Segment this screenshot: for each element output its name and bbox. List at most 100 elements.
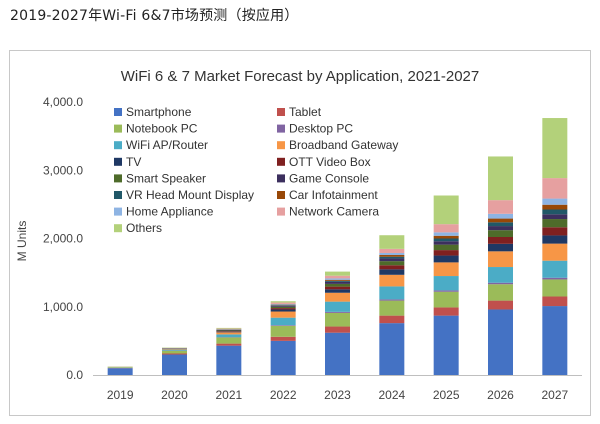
- bar-segment: [325, 271, 350, 276]
- legend-swatch: [114, 191, 122, 199]
- legend-swatch: [114, 224, 122, 233]
- bar-segment: [433, 291, 459, 308]
- bar-segment: [433, 255, 459, 263]
- legend-swatch: [277, 108, 285, 116]
- y-tick-label: 4,000.0: [43, 95, 83, 109]
- x-tick-label: 2024: [378, 388, 405, 402]
- bar-segment: [216, 343, 242, 346]
- bar-segment: [433, 241, 459, 245]
- bar-segment: [542, 178, 568, 199]
- legend-label: Notebook PC: [126, 122, 198, 136]
- chart-title: WiFi 6 & 7 Market Forecast by Applicatio…: [121, 68, 480, 85]
- bar-segment: [216, 332, 242, 335]
- bar-segment: [325, 312, 350, 327]
- bar-segment: [270, 304, 296, 306]
- legend-label: TV: [126, 155, 141, 169]
- bar-segment: [433, 235, 459, 239]
- page-heading: 2019-2027年Wi-Fi 6&7市场预测（按应用）: [10, 8, 299, 24]
- bar-segment: [542, 296, 568, 307]
- bar-segment: [270, 301, 296, 303]
- bar-segment: [488, 251, 513, 268]
- bar-segment: [542, 279, 568, 297]
- bar-segment: [488, 243, 513, 252]
- legend-swatch: [114, 124, 122, 133]
- bar-segment: [542, 227, 568, 236]
- bar-segment: [325, 281, 350, 284]
- bar-segment: [488, 222, 513, 227]
- bar-segment: [325, 332, 350, 375]
- bar-segment: [325, 289, 350, 293]
- legend-swatch: [277, 191, 285, 199]
- y-tick-label: 2,000.0: [43, 232, 83, 246]
- bar-segment: [488, 300, 513, 310]
- x-tick-label: 2019: [107, 388, 134, 402]
- bar-segment: [379, 248, 405, 253]
- bar-segment: [162, 349, 187, 351]
- legend-label: Broadband Gateway: [289, 138, 398, 152]
- bar-segment: [270, 325, 296, 326]
- bar-segment: [488, 236, 513, 244]
- bar-segment: [162, 350, 187, 354]
- legend-label: Car Infotainment: [289, 188, 378, 202]
- y-tick-label: 0.0: [66, 368, 83, 382]
- bar-segment: [542, 219, 568, 228]
- bar-segment: [216, 328, 242, 330]
- bar-segment: [488, 267, 513, 283]
- bar-segment: [216, 345, 242, 375]
- legend-swatch: [277, 124, 285, 133]
- bar-segment: [433, 307, 459, 316]
- bar-segment: [379, 300, 405, 316]
- bar-segment: [379, 235, 405, 249]
- x-tick-label: 2022: [270, 388, 297, 402]
- bar-segment: [379, 269, 405, 275]
- bar-segment: [542, 243, 568, 261]
- bar-segment: [325, 275, 350, 279]
- x-tick-label: 2023: [324, 388, 351, 402]
- legend-swatch: [277, 207, 285, 216]
- bar-segment: [107, 368, 133, 375]
- legend-label: Game Console: [289, 171, 369, 185]
- bar-segment: [379, 286, 405, 300]
- legend-swatch: [114, 108, 122, 116]
- stacked-bar-chart: WiFi 6 & 7 Market Forecast by Applicatio…: [15, 68, 582, 402]
- bar-segment: [216, 337, 242, 344]
- bar-segment: [433, 250, 459, 256]
- legend-swatch: [114, 157, 122, 166]
- bar-segment: [433, 224, 459, 233]
- bar-segment: [325, 286, 350, 290]
- legend-label: WiFi AP/Router: [126, 138, 208, 152]
- bar-segment: [379, 258, 405, 262]
- bar-segment: [488, 284, 513, 301]
- bar-segment: [433, 232, 459, 236]
- bar-segment: [488, 213, 513, 219]
- bar-segment: [325, 278, 350, 280]
- bar-segment: [379, 261, 405, 266]
- bar-segment: [270, 305, 296, 306]
- legend-swatch: [277, 174, 285, 183]
- legend-label: Tablet: [289, 105, 322, 119]
- bar-segment: [270, 309, 296, 312]
- bar-segment: [488, 230, 513, 237]
- bar-segment: [542, 306, 568, 375]
- bar-segment: [270, 305, 296, 307]
- bar-segment: [542, 235, 568, 244]
- legend-swatch: [277, 141, 285, 150]
- bar-segment: [162, 354, 187, 375]
- bar-segment: [433, 238, 459, 242]
- bar-segment: [379, 252, 405, 256]
- bar-segment: [379, 265, 405, 270]
- bar-segment: [216, 330, 242, 332]
- bar-segment: [325, 326, 350, 333]
- bar-segment: [488, 309, 513, 375]
- bar-segment: [107, 367, 133, 368]
- y-axis-label: M Units: [15, 221, 29, 262]
- x-tick-label: 2020: [161, 388, 188, 402]
- x-tick-label: 2026: [487, 388, 514, 402]
- bar-segment: [542, 198, 568, 205]
- legend-label: Network Camera: [289, 205, 379, 219]
- bar-segment: [433, 244, 459, 251]
- bar-segment: [542, 118, 568, 179]
- bar-segment: [433, 262, 459, 277]
- bar-segment: [488, 282, 513, 285]
- legend-label: Others: [126, 221, 162, 235]
